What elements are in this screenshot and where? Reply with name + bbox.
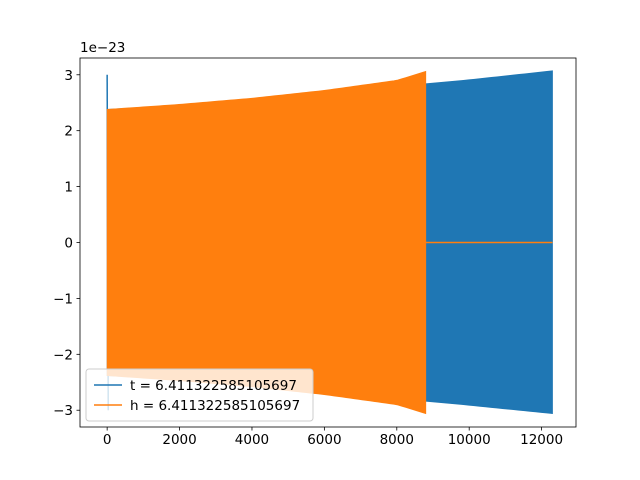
series-layer (106, 70, 553, 415)
series-2-band (106, 70, 427, 415)
y-tick-label: −3 (53, 403, 73, 419)
x-tick-label: 10000 (448, 432, 491, 448)
y-tick-label: 3 (64, 68, 73, 84)
y-tick-label: 0 (64, 236, 73, 252)
legend-label: t = 6.411322585105697 (130, 378, 297, 394)
x-tick-label: 4000 (235, 432, 269, 448)
y-tick-label: −2 (53, 347, 73, 363)
legend-box (85, 368, 314, 422)
x-tick-label: 12000 (520, 432, 563, 448)
y-tick-label: 1 (64, 180, 73, 196)
legend-label: h = 6.411322585105697 (130, 398, 300, 414)
x-tick-label: 8000 (380, 432, 414, 448)
x-tick-label: 0 (103, 432, 112, 448)
legend: t = 6.411322585105697 h = 6.4113225851056… (85, 368, 314, 422)
y-tick-label: −1 (53, 291, 73, 307)
y-offset-label: 1e−23 (80, 40, 125, 56)
x-axis: 0 2000 4000 6000 8000 10000 12000 (103, 427, 563, 448)
x-tick-label: 6000 (307, 432, 341, 448)
x-tick-label: 2000 (162, 432, 196, 448)
y-tick-label: 2 (64, 124, 73, 140)
y-axis: −3 −2 −1 0 1 2 3 (53, 68, 80, 419)
